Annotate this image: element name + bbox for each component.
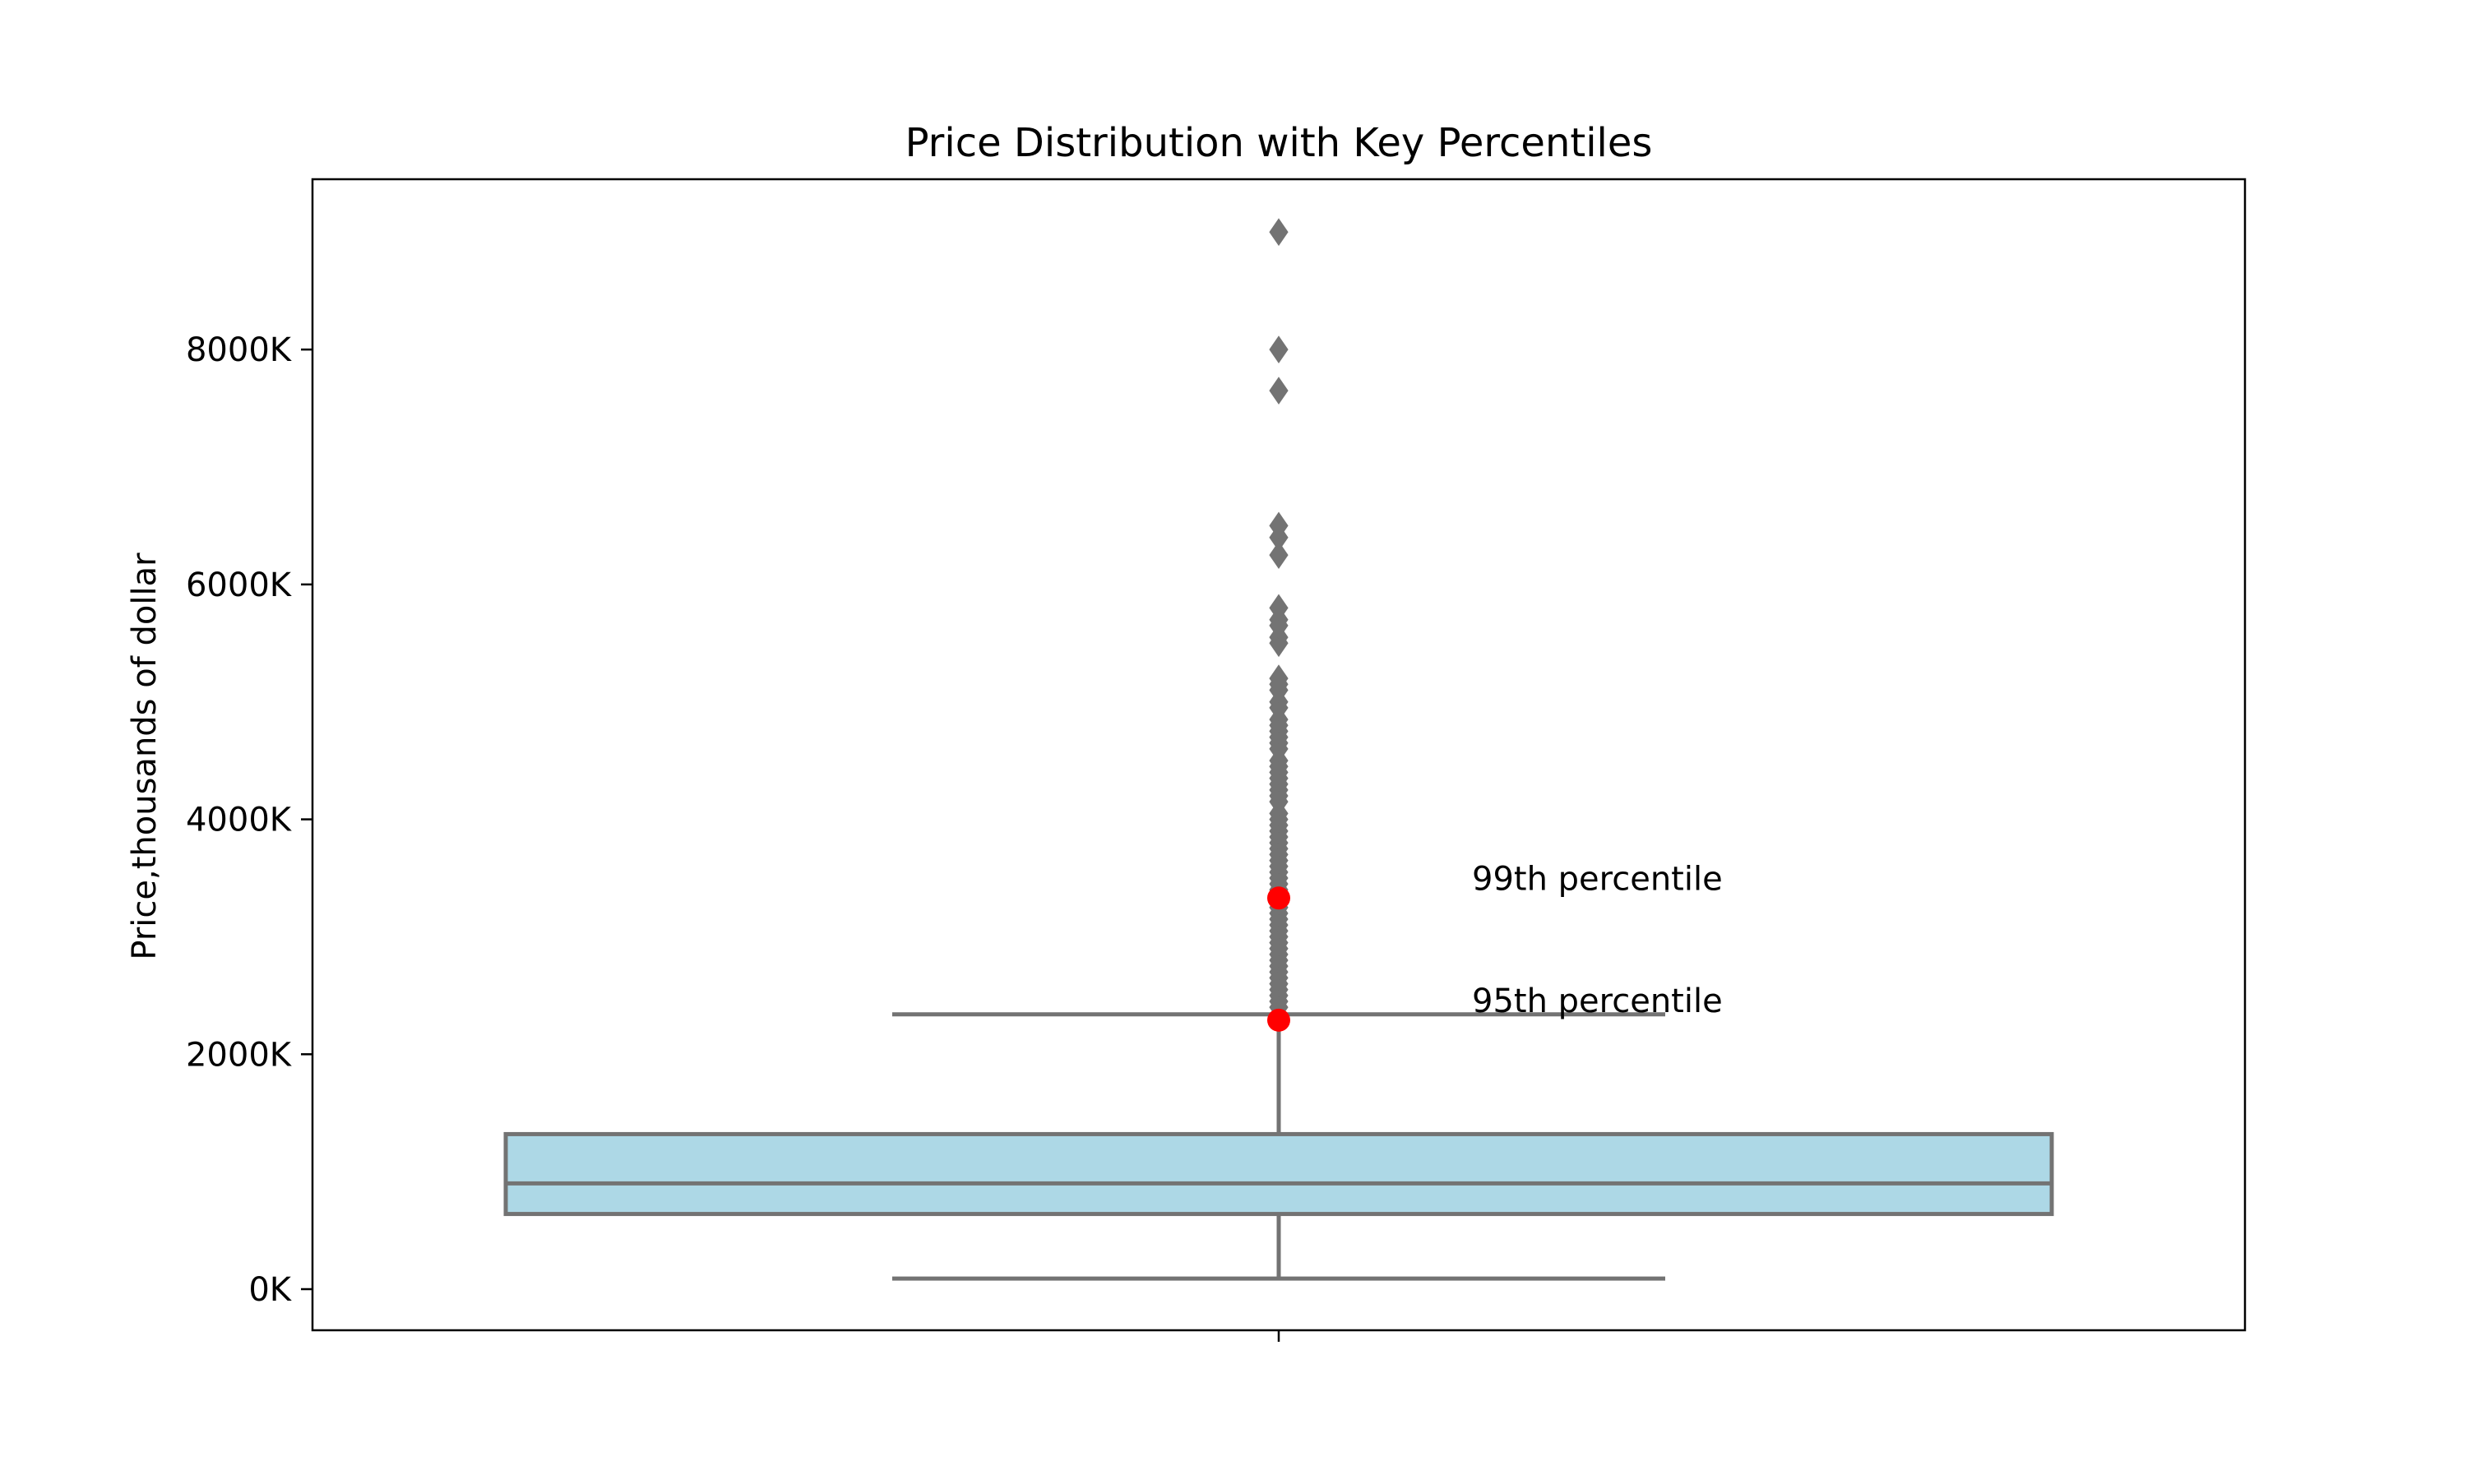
percentile-annotation: 99th percentile [1472, 860, 1723, 898]
y-tick-label: 0K [248, 1271, 292, 1309]
outlier-point [1269, 218, 1289, 247]
outlier-point [1269, 664, 1289, 693]
outlier-point [1269, 541, 1289, 570]
annotations: 95th percentile 99th percentile [1267, 860, 1723, 1032]
iqr-box [503, 1131, 2054, 1217]
chart-title: Price Distribution with Key Percentiles [905, 120, 1653, 166]
y-tick-label: 2000K [186, 1036, 293, 1074]
percentile-annotation: 95th percentile [1472, 982, 1723, 1020]
plot-area [503, 218, 2054, 1281]
percentile-marker [1267, 1008, 1290, 1032]
y-tick-label: 6000K [186, 566, 293, 604]
percentile-marker [1267, 886, 1290, 910]
y-tick-label: 8000K [186, 331, 293, 369]
outlier-point [1269, 335, 1289, 364]
outlier-point [1269, 377, 1289, 405]
outlier-point [1269, 594, 1289, 622]
y-tick-label: 4000K [186, 802, 293, 839]
y-axis-label: Price,thousands of dollar [126, 552, 164, 960]
outlier-point [1269, 511, 1289, 540]
